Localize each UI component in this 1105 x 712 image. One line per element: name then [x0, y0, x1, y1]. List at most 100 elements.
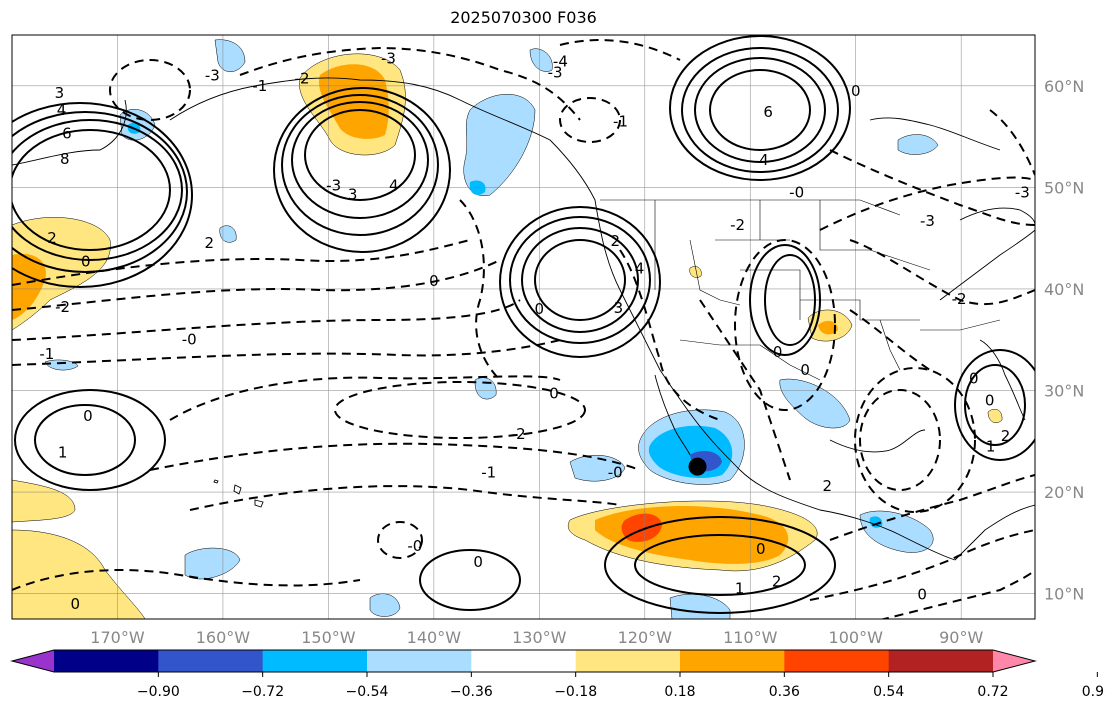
colorbar-tick-label: −0.18: [554, 684, 597, 700]
lat-tick-label: 50°N: [1044, 178, 1084, 197]
colorbar-tick-label: 0.72: [977, 684, 1008, 700]
contour-label: 0: [800, 361, 810, 379]
contour-label: 0: [535, 300, 545, 318]
lon-tick-label: 140°W: [407, 628, 462, 647]
contour-label: 4: [635, 260, 645, 278]
lat-tick-label: 30°N: [1044, 381, 1084, 400]
contour-lines-negative: [12, 39, 1035, 619]
contour-label: -3: [1015, 183, 1030, 201]
colorbar-tick-label: −0.54: [346, 684, 389, 700]
lat-tick-label: 20°N: [1044, 483, 1084, 502]
lon-tick-label: 90°W: [939, 628, 983, 647]
lon-tick-label: 120°W: [618, 628, 673, 647]
contour-label: -3: [920, 212, 935, 230]
colorbar-segment: [575, 650, 681, 672]
lon-tick-label: 100°W: [829, 628, 884, 647]
contour-label: 2: [204, 234, 214, 252]
contour-label: 0: [429, 272, 439, 290]
contour-label: -3: [205, 67, 220, 85]
contour-label: -3: [326, 176, 341, 194]
contour-label: -1: [39, 345, 54, 363]
contour-label: 2: [610, 232, 620, 250]
colorbar-segment: [471, 650, 577, 672]
lon-tick-label: 130°W: [512, 628, 567, 647]
contour-label: 8: [60, 150, 70, 168]
latitude-tick-labels: 10°N 20°N 30°N 40°N 50°N 60°N: [1044, 77, 1084, 604]
contour-label: 6: [763, 103, 773, 121]
colorbar-tick-labels: −0.90 −0.72 −0.54 −0.36 −0.18 0.18 0.36 0.54 0.7…: [137, 672, 1105, 700]
contour-label: 4: [57, 101, 67, 119]
contour-label: 3: [348, 185, 358, 203]
contour-label: 6: [62, 125, 72, 143]
contour-label: -3: [548, 64, 563, 82]
lat-tick-label: 10°N: [1044, 585, 1084, 604]
contour-label: 4: [389, 176, 399, 194]
contour-label: -1: [613, 112, 628, 130]
figure-title: 2025070300 F036: [450, 8, 597, 27]
colorbar-tick-label: −0.36: [450, 684, 493, 700]
contour-label: 1: [986, 437, 996, 455]
colorbar-segment: [680, 650, 785, 672]
colorbar-extend-min: [12, 650, 54, 672]
contour-label: -2: [730, 216, 745, 234]
lon-tick-label: 170°W: [90, 628, 145, 647]
contour-label: 2: [1001, 427, 1011, 445]
contour-label: -0: [789, 183, 804, 201]
contour-label: -2: [511, 425, 526, 443]
longitude-tick-labels: 170°W 160°W 150°W 140°W 130°W 120°W 110°W 100°W…: [90, 628, 983, 647]
colorbar-tick-label: −0.72: [241, 684, 284, 700]
lon-tick-label: 150°W: [301, 628, 356, 647]
colorbar-segment: [367, 650, 472, 672]
contour-label: 0: [473, 553, 483, 571]
political-borders: [600, 199, 1001, 381]
contour-label: -0: [608, 464, 623, 482]
contour-label: -2: [295, 70, 310, 88]
contour-label: 0: [81, 252, 91, 270]
contour-label: -2: [55, 298, 70, 316]
colorbar-extend-max: [993, 650, 1035, 672]
contour-label: -0: [182, 331, 197, 349]
map-frame: [11, 34, 1036, 620]
contour-label: -0: [407, 537, 422, 555]
colorbar-segment: [262, 650, 368, 672]
colorbar: [10, 649, 1037, 673]
colorbar-segment: [784, 650, 890, 672]
contour-label: 0: [549, 385, 559, 403]
lat-tick-label: 40°N: [1044, 280, 1084, 299]
contour-label: -1: [481, 464, 496, 482]
colorbar-segment: [158, 650, 264, 672]
contour-label: 0: [83, 407, 93, 425]
contour-label: 0: [71, 595, 81, 613]
lon-tick-label: 110°W: [723, 628, 778, 647]
contour-label: 2: [47, 229, 57, 247]
contour-label: 1: [58, 443, 68, 461]
contour-label: 3: [614, 299, 624, 317]
contour-label: 0: [773, 343, 783, 361]
colorbar-segment: [54, 650, 159, 672]
colorbar-tick-label: 0.90: [1082, 684, 1105, 700]
contour-label: 2: [772, 572, 782, 590]
lon-tick-label: 160°W: [196, 628, 251, 647]
colorbar-tick-label: 0.18: [664, 684, 695, 700]
contour-label: 1: [735, 580, 745, 598]
contour-label: -4: [553, 52, 568, 70]
colorbar-segment: [888, 650, 994, 672]
contour-label: -2: [952, 290, 967, 308]
lat-tick-label: 60°N: [1044, 77, 1084, 96]
location-marker: [688, 457, 707, 476]
contour-label: 0: [756, 540, 766, 558]
colorbar-tick-label: 0.36: [769, 684, 800, 700]
contour-label: 4: [759, 151, 769, 169]
contour-label: 0: [917, 586, 927, 604]
contour-label: 2: [822, 477, 832, 495]
contour-label: 0: [851, 82, 861, 100]
colorbar-tick-label: −0.90: [137, 684, 180, 700]
colorbar-tick-label: 0.54: [873, 684, 904, 700]
contour-label: 3: [55, 84, 65, 102]
contour-label: -3: [381, 49, 396, 67]
contour-label: 0: [969, 369, 979, 387]
contour-label: 0: [985, 392, 995, 410]
